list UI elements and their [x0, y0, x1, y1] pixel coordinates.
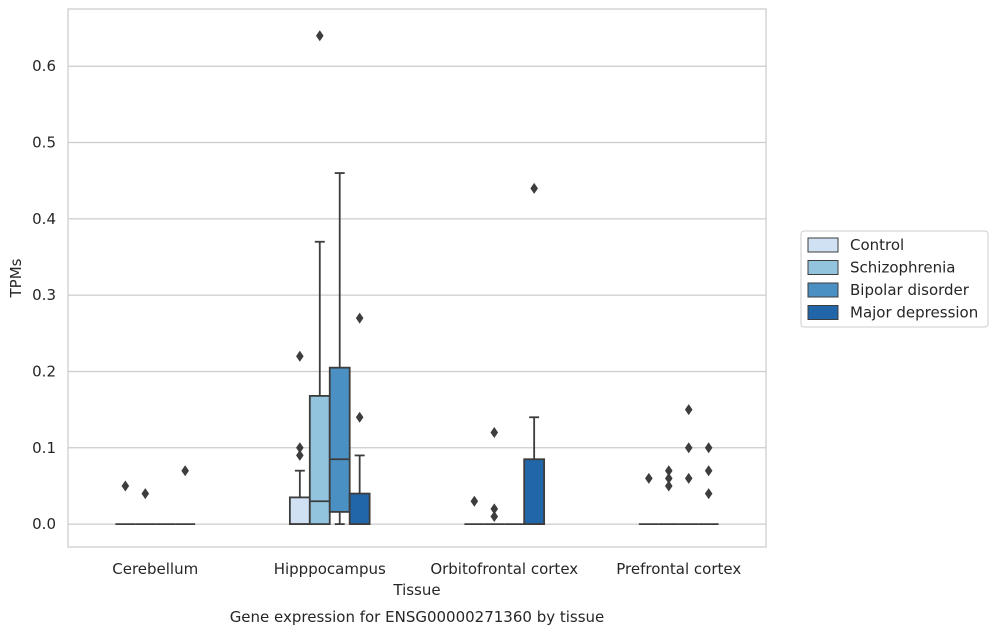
y-axis-ticks: 0.0 0.1 0.2 0.3 0.4 0.5 0.6 [32, 57, 56, 533]
y-tick-label: 0.3 [32, 286, 56, 304]
outlier-point [355, 312, 364, 324]
outlier-point [645, 472, 653, 484]
outlier-point [490, 510, 499, 522]
legend-label: Bipolar disorder [850, 281, 970, 299]
box [308, 395, 331, 526]
x-tick-label: Cerebellum [112, 560, 198, 578]
grid-lines [68, 65, 766, 525]
x-tick-label: Hipppocampus [274, 560, 386, 578]
outlier-point [121, 480, 130, 492]
outlier-point [490, 503, 499, 515]
box [288, 496, 311, 526]
outlier-point [470, 495, 479, 507]
y-tick-label: 0.5 [32, 134, 56, 152]
outlier-point [704, 442, 713, 454]
legend-swatch [807, 237, 839, 253]
y-tick-label: 0.1 [32, 439, 56, 457]
outlier-point [296, 350, 304, 362]
outlier-point [684, 442, 693, 454]
y-axis-label: TPMs [7, 258, 25, 298]
legend-label: Schizophrenia [850, 259, 955, 277]
plot-frame [67, 8, 767, 548]
outlier-point [704, 465, 713, 477]
box [523, 458, 546, 526]
legend-frame [800, 230, 989, 328]
x-axis-ticks: Cerebellum Hipppocampus Orbitofrontal cort… [112, 560, 741, 578]
y-tick-label: 0.2 [32, 362, 56, 380]
box [348, 492, 371, 526]
legend: Control Schizophrenia Bipolar disorder Majo… [800, 230, 989, 328]
box-plot-area [115, 30, 719, 526]
x-axis-label: Tissue [392, 581, 440, 599]
legend-label: Major depression [850, 304, 978, 322]
outlier-point [704, 488, 713, 500]
y-tick-label: 0.0 [32, 515, 56, 533]
y-tick-label: 0.4 [32, 210, 56, 228]
legend-swatch [807, 282, 839, 298]
outlier-point [664, 472, 673, 484]
outlier-point [296, 449, 304, 461]
legend-swatch [807, 260, 839, 275]
outlier-point [664, 480, 673, 492]
outlier-point [530, 182, 538, 194]
outlier-point [315, 30, 324, 42]
outlier-point [684, 404, 693, 416]
outlier-point [296, 442, 304, 454]
x-tick-label: Orbitofrontal cortex [430, 560, 578, 578]
chart-title: Gene expression for ENSG00000271360 by t… [230, 608, 605, 626]
outlier-point [490, 427, 499, 439]
box [328, 366, 351, 513]
outlier-point [684, 472, 693, 484]
legend-swatch [807, 305, 839, 320]
y-tick-label: 0.6 [32, 57, 56, 75]
x-tick-label: Prefrontal cortex [616, 560, 741, 578]
legend-label: Control [850, 236, 904, 254]
outlier-point [355, 411, 364, 423]
outlier-point [181, 465, 189, 477]
outlier-point [664, 465, 673, 477]
outlier-point [141, 488, 150, 500]
